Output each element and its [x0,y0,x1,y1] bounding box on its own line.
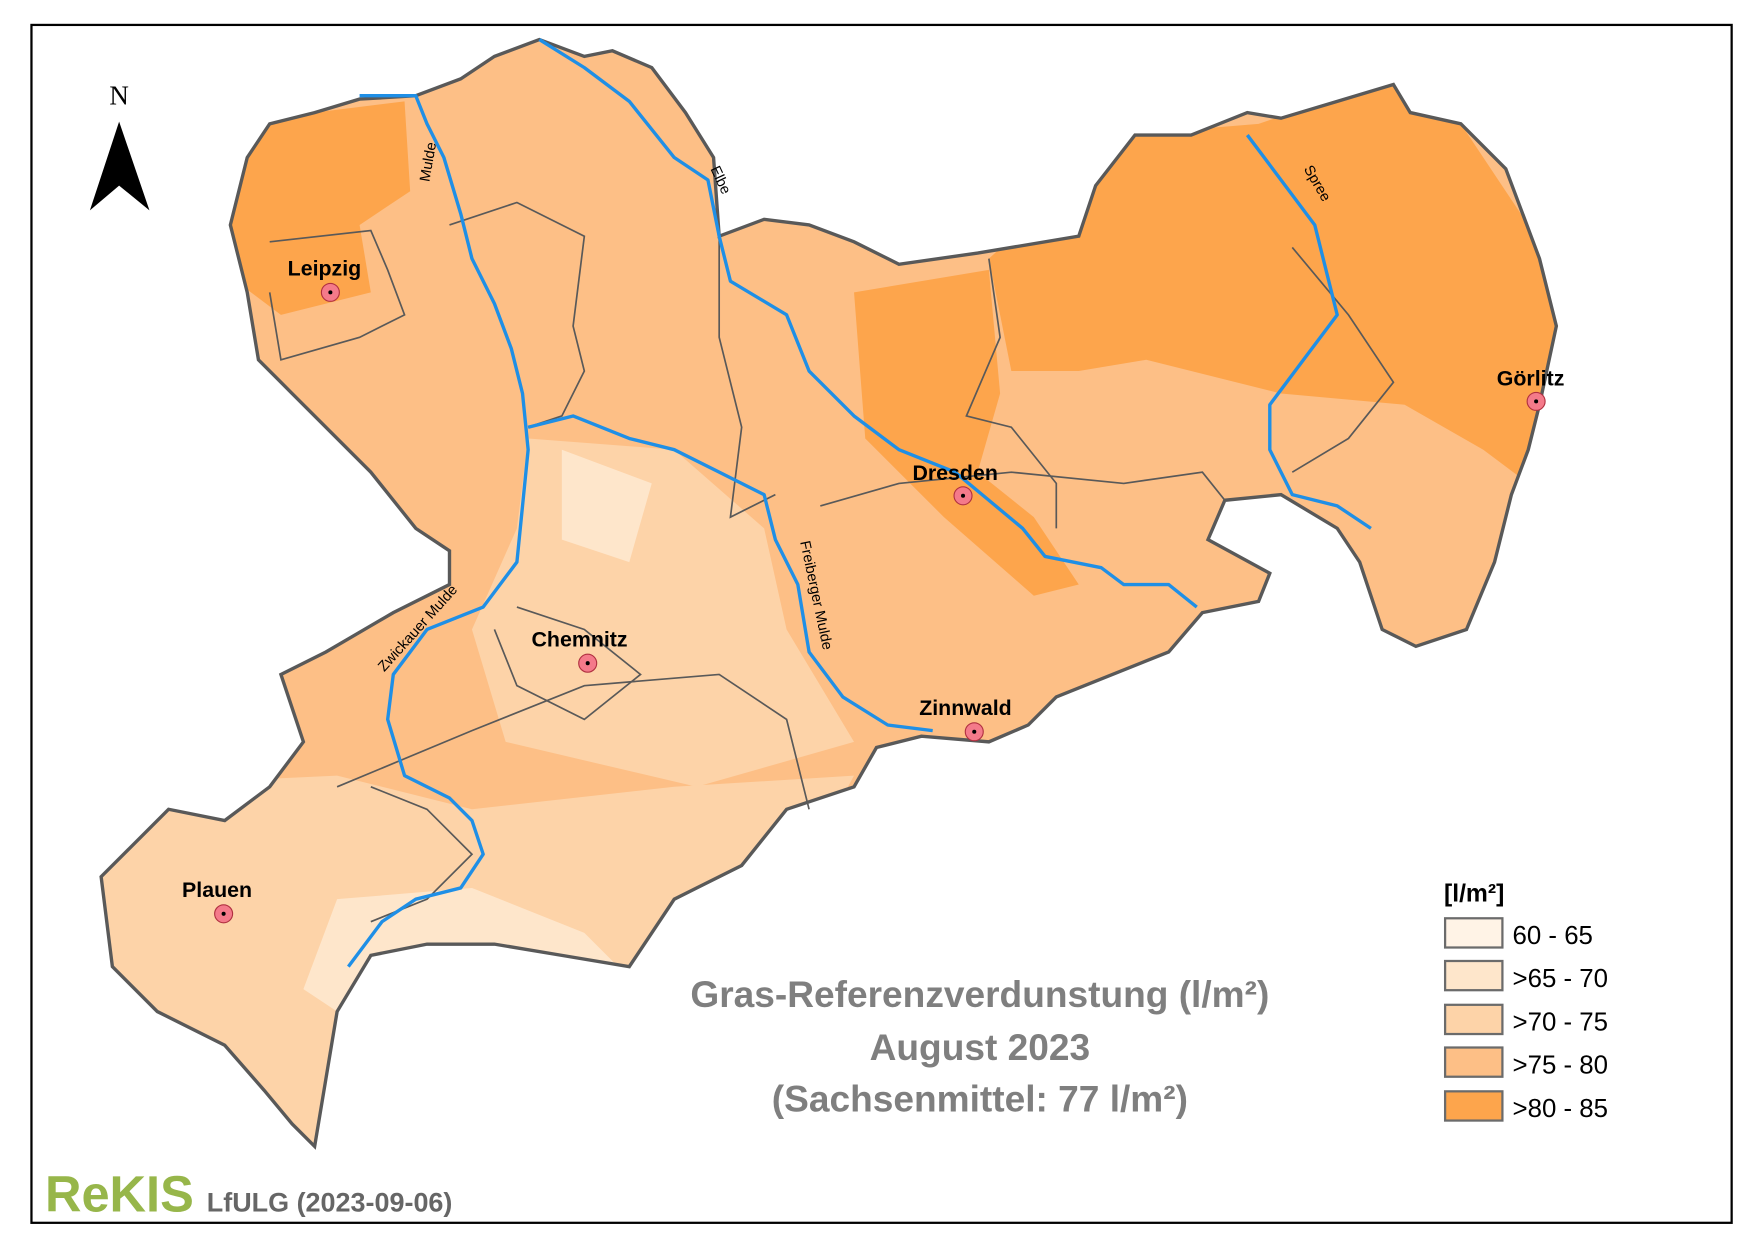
svg-text:Zinnwald: Zinnwald [919,696,1011,720]
legend-item: >65 - 70 [1443,959,1608,993]
class-80-85-area [988,78,1557,484]
river-elbe [538,38,1198,609]
river-spree [1245,134,1372,530]
footer: ReKIS LfULG (2023-09-06) [45,1166,452,1223]
svg-text:>75 - 80: >75 - 80 [1513,1051,1608,1079]
city-dresden: Dresden [912,461,998,506]
north-arrow-icon: N [89,81,150,211]
legend-item: >80 - 85 [1443,1090,1608,1123]
legend-item: 60 - 65 [1443,917,1593,950]
river-mulde [347,94,530,968]
legend-title: [l/m²] [1444,880,1504,907]
svg-text:N: N [109,81,128,111]
district-borders [268,201,1395,923]
city-zinnwald: Zinnwald [919,696,1012,742]
class-80-85-area [854,269,1079,596]
river-label: Mulde [417,141,440,183]
city-chemnitz: Chemnitz [532,627,628,673]
title-line-1: Gras-Referenzverdunstung (l/m²) [690,973,1269,1015]
city-plauen: Plauen [182,878,252,924]
rekis-logo: ReKIS [45,1166,194,1223]
svg-text:60 - 65: 60 - 65 [1513,922,1593,950]
legend: [l/m²] 60 - 65 >65 - 70 >70 - 75 >75 - 8… [1444,880,1608,1123]
legend-item: >75 - 80 [1443,1046,1608,1079]
class-65-70-area [561,449,652,563]
svg-text:>65 - 70: >65 - 70 [1513,965,1608,993]
legend-item: >70 - 75 [1443,1003,1608,1037]
title-line-3: (Sachsenmittel: 77 l/m²) [772,1078,1188,1120]
class-80-85-area [224,101,411,315]
river-freiberger-mulde [527,414,933,733]
map-title: Gras-Referenzverdunstung (l/m²) August 2… [690,973,1269,1120]
svg-text:>70 - 75: >70 - 75 [1513,1009,1608,1037]
credit-text: LfULG (2023-09-06) [207,1188,453,1218]
svg-text:Chemnitz: Chemnitz [532,627,628,651]
svg-text:Plauen: Plauen [182,878,252,902]
svg-text:>80 - 85: >80 - 85 [1513,1095,1608,1123]
svg-text:Dresden: Dresden [912,461,997,485]
svg-text:Leipzig: Leipzig [288,257,362,281]
svg-text:Görlitz: Görlitz [1497,367,1565,391]
city-goerlitz: Görlitz [1497,367,1565,411]
title-line-2: August 2023 [870,1026,1090,1068]
city-leipzig: Leipzig [288,257,362,302]
